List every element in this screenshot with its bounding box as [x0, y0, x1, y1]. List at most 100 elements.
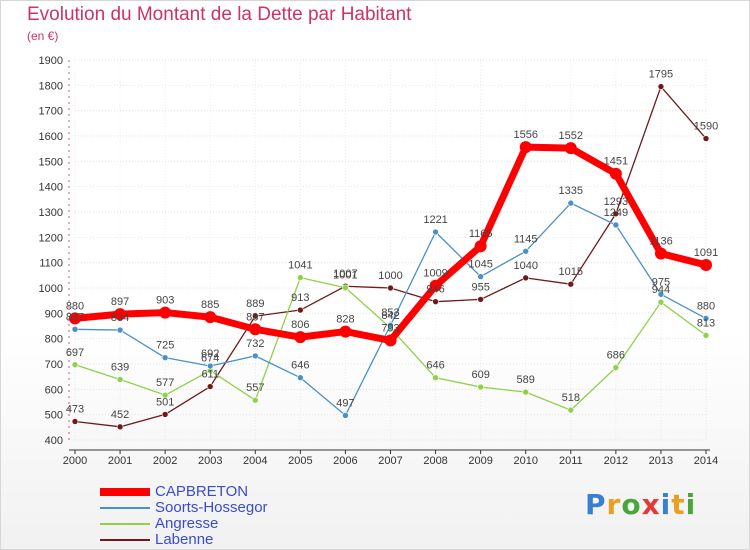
x-tick-label: 2012	[604, 455, 628, 467]
legend-label: Angresse	[155, 515, 219, 532]
logo-letter: x	[641, 488, 661, 521]
x-tick-label: 2008	[423, 455, 447, 467]
data-label: 813	[697, 317, 715, 329]
y-tick-label: 1800	[39, 80, 63, 92]
legend-swatch	[100, 507, 150, 509]
data-point	[609, 167, 622, 180]
legend-swatch	[100, 539, 150, 541]
logo-letter: t	[671, 488, 686, 521]
y-tick-label: 1000	[39, 283, 63, 295]
data-point	[297, 274, 304, 281]
data-point	[116, 326, 124, 334]
data-point	[161, 411, 169, 418]
data-point	[654, 247, 667, 260]
data-point	[657, 298, 665, 306]
data-point	[612, 210, 620, 218]
legend-label: Labenne	[155, 531, 214, 548]
data-label: 880	[697, 300, 715, 312]
data-label: 944	[652, 284, 670, 296]
data-point	[474, 240, 487, 253]
data-label: 837	[246, 311, 264, 323]
data-point	[251, 396, 259, 404]
data-label: 946	[426, 284, 444, 296]
data-point	[477, 296, 484, 303]
y-tick-label: 1500	[39, 156, 63, 168]
data-point	[522, 388, 530, 396]
data-point	[432, 228, 439, 236]
data-label: 853	[381, 307, 399, 319]
data-label: 1091	[694, 247, 718, 259]
data-label: 732	[246, 338, 264, 350]
data-label: 501	[156, 396, 174, 408]
data-point	[432, 298, 439, 305]
data-point	[114, 308, 127, 321]
data-point	[429, 279, 442, 292]
data-label: 1165	[469, 228, 493, 240]
data-point	[71, 325, 79, 333]
data-label: 557	[246, 382, 264, 394]
y-tick-label: 1400	[39, 182, 63, 194]
data-label: 725	[156, 340, 174, 352]
data-label: 589	[517, 374, 535, 386]
data-label: 1007	[333, 268, 357, 280]
data-label: 1136	[649, 236, 673, 248]
data-label: 897	[111, 296, 129, 308]
data-label: 611	[201, 369, 219, 381]
data-point	[522, 247, 530, 255]
data-label: 975	[652, 276, 670, 288]
x-tick-label: 2011	[559, 455, 583, 467]
data-label: 1795	[649, 69, 673, 81]
data-label: 1335	[559, 185, 583, 197]
data-label: 1145	[514, 233, 538, 245]
data-label: 639	[111, 361, 129, 373]
data-label: 955	[471, 281, 489, 293]
data-label: 1293	[604, 196, 628, 208]
data-label: 692	[201, 348, 219, 360]
data-point	[477, 383, 484, 391]
x-tick-label: 2000	[63, 455, 87, 467]
data-label: 1552	[559, 130, 583, 142]
data-point	[387, 321, 394, 329]
data-point	[161, 354, 169, 361]
data-point	[519, 141, 532, 154]
data-point	[700, 258, 712, 271]
data-label: 1009	[423, 268, 447, 280]
data-label: 834	[111, 312, 129, 324]
data-label: 903	[156, 295, 174, 307]
data-point	[297, 306, 304, 314]
data-point	[384, 334, 397, 347]
data-point	[477, 273, 484, 280]
chart-subtitle: (en €)	[27, 29, 59, 43]
data-label: 686	[607, 350, 625, 362]
data-point	[342, 284, 349, 292]
data-point	[116, 423, 124, 431]
data-label: 842	[381, 310, 399, 322]
data-point	[432, 374, 439, 381]
data-label: 885	[201, 299, 219, 311]
data-point	[294, 331, 307, 344]
x-tick-label: 2002	[153, 455, 177, 467]
data-label: 913	[291, 292, 309, 304]
logo-letter: P	[585, 488, 607, 521]
x-tick-label: 2003	[198, 455, 222, 467]
y-tick-label: 1700	[39, 106, 63, 118]
data-point	[339, 325, 352, 338]
data-point	[206, 362, 214, 370]
data-label: 880	[66, 300, 84, 312]
data-point	[702, 332, 710, 339]
x-tick-label: 2013	[649, 455, 673, 467]
data-label: 1015	[559, 266, 583, 278]
logo-letter: r	[606, 488, 622, 521]
y-tick-label: 700	[45, 359, 63, 371]
data-point	[204, 311, 217, 324]
data-point	[567, 406, 575, 414]
data-point	[657, 83, 665, 90]
data-label: 1221	[423, 214, 447, 226]
x-tick-label: 2007	[378, 455, 402, 467]
x-tick-label: 2001	[108, 455, 132, 467]
data-label: 697	[66, 347, 84, 359]
data-point	[69, 312, 81, 325]
y-tick-label: 1900	[39, 55, 63, 67]
